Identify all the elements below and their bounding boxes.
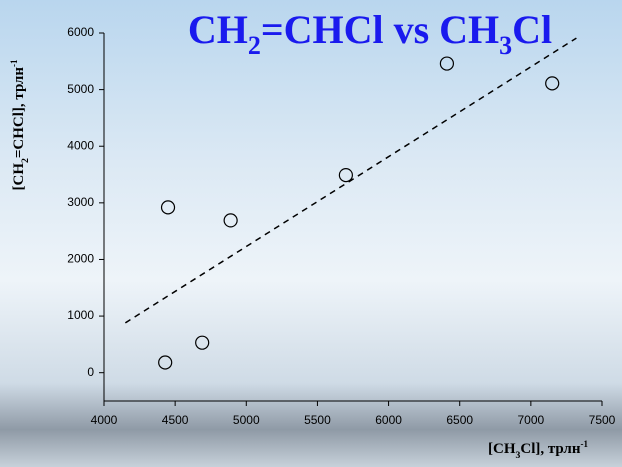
x-tick-label: 6000 bbox=[375, 413, 402, 427]
x-tick-label: 5000 bbox=[233, 413, 260, 427]
x-tick-label: 4500 bbox=[162, 413, 189, 427]
x-axis-label: [CH3Cl], трлн-1 bbox=[488, 439, 588, 461]
x-tick-label: 7500 bbox=[589, 413, 616, 427]
x-tick-label: 4000 bbox=[91, 413, 118, 427]
data-point bbox=[160, 200, 176, 215]
y-tick-label: 5000 bbox=[67, 82, 94, 96]
y-tick-label: 6000 bbox=[67, 25, 94, 39]
trend-line bbox=[124, 37, 577, 324]
x-tick-label: 5500 bbox=[304, 413, 331, 427]
data-point bbox=[439, 56, 455, 71]
x-tick-label: 6500 bbox=[446, 413, 473, 427]
data-point bbox=[223, 213, 238, 228]
x-tick-label: 7000 bbox=[518, 413, 545, 427]
data-point bbox=[195, 335, 210, 350]
y-tick-label: 4000 bbox=[67, 138, 94, 152]
y-axis-label: [CH2=CHCl], трлн-1 bbox=[9, 59, 31, 190]
data-point bbox=[545, 76, 560, 91]
chart-title: CH2=CHCl vs CH3Cl bbox=[188, 7, 552, 60]
data-point bbox=[158, 355, 173, 370]
y-tick-label: 2000 bbox=[67, 252, 94, 266]
data-point bbox=[338, 168, 353, 183]
y-tick-label: 3000 bbox=[67, 195, 94, 209]
y-tick-label: 1000 bbox=[67, 308, 94, 322]
y-tick-label: 0 bbox=[87, 365, 94, 379]
